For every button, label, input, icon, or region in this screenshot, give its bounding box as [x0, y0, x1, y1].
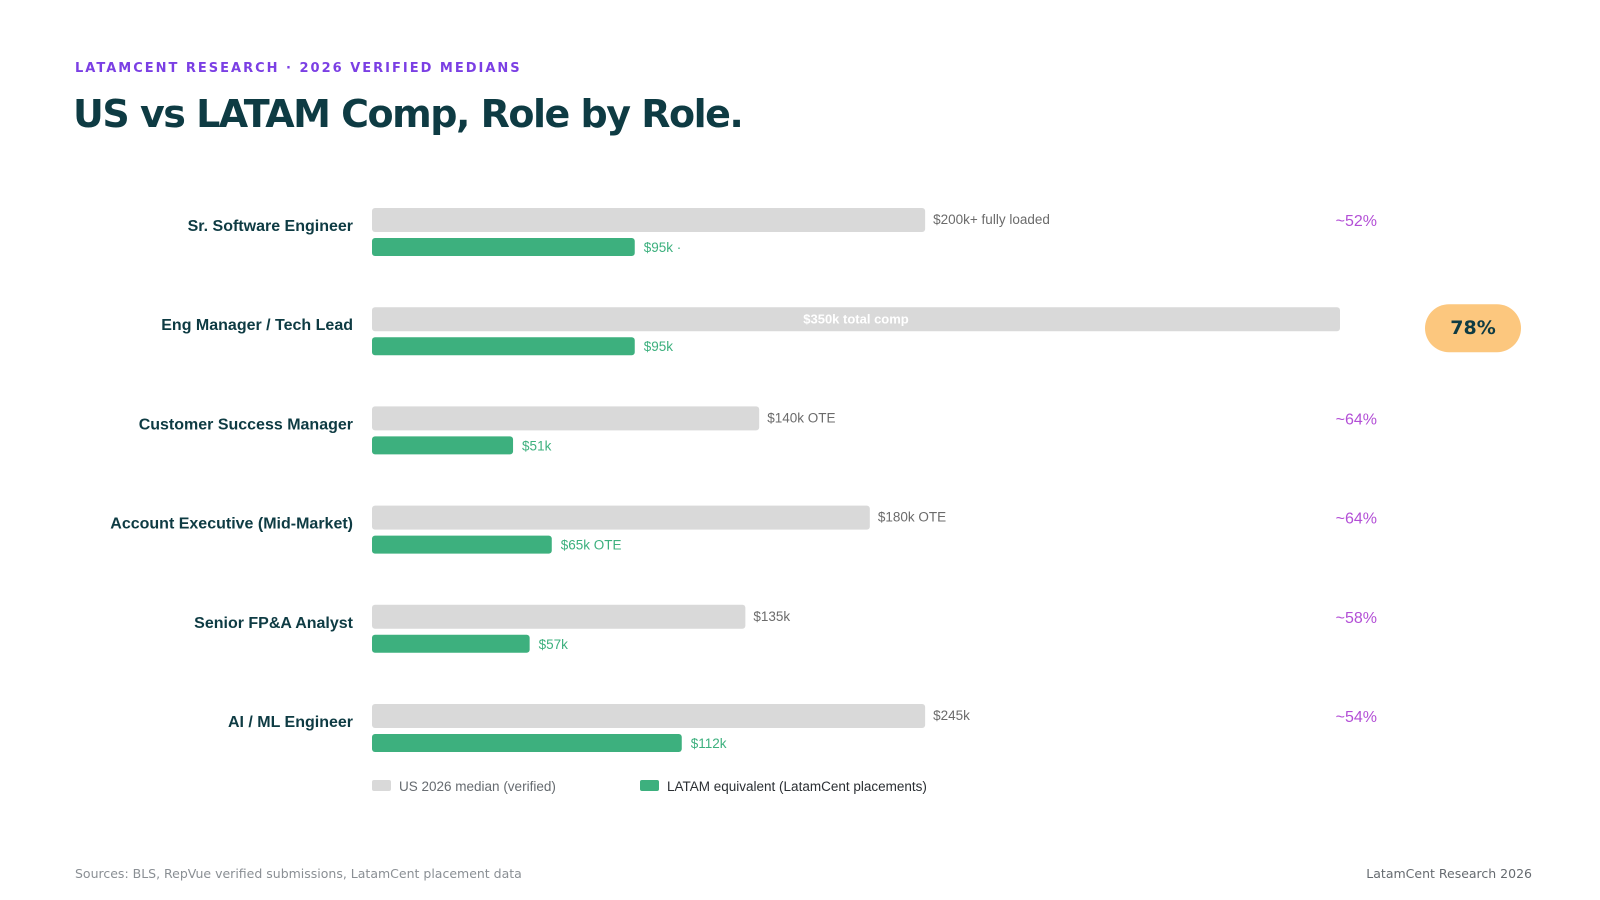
legend-label-us: US 2026 median (verified) [399, 779, 556, 794]
role-label: Account Executive (Mid-Market) [110, 516, 353, 533]
latam-value-label: $112k [691, 736, 727, 751]
savings-badge [1425, 304, 1521, 353]
sources-note: Sources: BLS, RepVue verified submission… [75, 866, 522, 881]
savings-label: ~64% [1336, 511, 1377, 528]
us-bar [372, 704, 926, 728]
role-label: Sr. Software Engineer [188, 218, 353, 235]
eyebrow-label: LATAMCENT RESEARCH · 2026 VERIFIED MEDIA… [75, 61, 522, 76]
latam-bar [372, 734, 682, 752]
role-label: Customer Success Manager [139, 416, 353, 433]
us-value-label: $135k [753, 609, 790, 624]
role-label: Eng Manager / Tech Lead [161, 317, 353, 334]
savings-label: ~64% [1336, 411, 1377, 428]
role-label: Senior FP&A Analyst [194, 615, 354, 632]
us-value-label: $200k+ fully loaded [933, 212, 1050, 227]
legend-label-latam: LATAM equivalent (LatamCent placements) [667, 779, 927, 794]
us-value-label: $140k OTE [767, 410, 835, 425]
latam-bar [372, 634, 530, 653]
latam-value-label: $65k OTE [561, 538, 622, 553]
us-value-label: $180k OTE [878, 510, 946, 525]
page-title: US vs LATAM Comp, Role by Role. [73, 92, 744, 136]
us-bar [372, 604, 746, 629]
comp-bar-chart: Sr. Software Engineer $200k+ fully loaded… [110, 208, 1521, 794]
savings-label: ~54% [1336, 709, 1377, 726]
role-label: AI / ML Engineer [228, 714, 353, 731]
legend-swatch-us [372, 780, 391, 791]
savings-label: 78% [1450, 317, 1495, 339]
savings-label: ~52% [1336, 213, 1377, 230]
us-bar [372, 505, 870, 530]
savings-label: ~58% [1336, 610, 1377, 627]
latam-value-label: $51k [522, 438, 552, 453]
latam-bar [372, 535, 552, 554]
legend-swatch-latam [640, 780, 659, 791]
us-bar [372, 406, 760, 431]
us-value-label: $350k total comp [803, 312, 909, 327]
us-bar [372, 208, 926, 232]
latam-bar [372, 436, 514, 455]
us-value-label: $245k [933, 708, 970, 723]
latam-bar [372, 238, 635, 256]
us-bar [372, 307, 1340, 332]
latam-bar [372, 337, 635, 356]
latam-value-label: $95k [644, 339, 674, 354]
latam-value-label: $57k [539, 637, 569, 652]
brand-footer: LatamCent Research 2026 [1366, 866, 1532, 881]
latam-value-label: $95k · [644, 240, 682, 255]
